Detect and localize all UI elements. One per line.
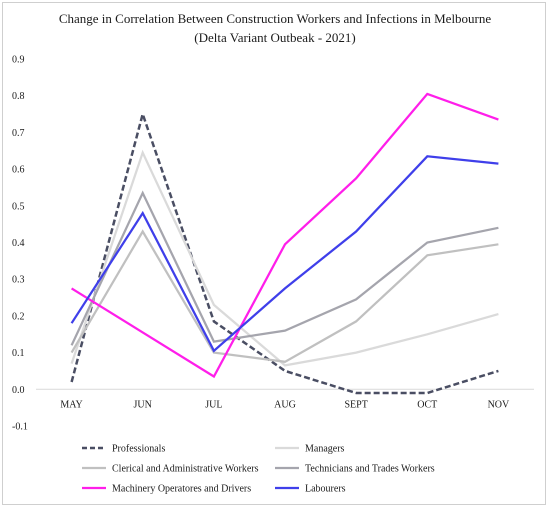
legend-label: Clerical and Administrative Workers [112,464,259,475]
y-tick-label: 0.1 [12,348,25,359]
legend-label: Labourers [305,484,346,495]
y-tick-label: 0.8 [12,91,25,102]
legend-label: Machinery Operatores and Drivers [112,484,251,495]
x-tick-label: NOV [488,399,510,410]
x-tick-label: JUL [205,399,222,410]
y-tick-label: 0.7 [12,128,25,139]
y-tick-label: 0.0 [12,385,25,396]
chart-title: Change in Correlation Between Constructi… [59,11,492,45]
x-tick-label: AUG [274,399,296,410]
legend-label: Technicians and Trades Workers [305,464,435,475]
x-axis: MAY JUN JUL AUG SEPT OCT NOV [60,399,510,410]
chart-title-line-2: (Delta Variant Outbeak - 2021) [194,30,355,45]
legend-label: Managers [305,444,345,455]
series-lines [70,92,499,395]
series-line [70,229,499,363]
y-tick-label: 0.2 [12,311,25,322]
chart-frame [2,2,546,505]
y-tick-label: 0.5 [12,201,25,212]
series-line [70,155,499,353]
legend-label: Professionals [112,444,165,455]
y-tick-label: 0.6 [12,165,25,176]
y-tick-label: -0.1 [12,422,28,433]
y-tick-label: 0.9 [12,55,25,66]
legend: Professionals Managers Clerical and Admini… [82,444,435,495]
x-tick-label: JUN [134,399,152,410]
x-tick-label: SEPT [344,399,367,410]
x-tick-label: MAY [60,399,82,410]
series-line [70,149,499,367]
y-axis: -0.1 0.0 0.1 0.2 0.3 0.4 0.5 0.6 0.7 0.8 0.9 [12,55,28,433]
y-tick-label: 0.3 [12,275,25,286]
x-tick-label: OCT [417,399,437,410]
series-line [70,190,499,346]
chart-title-line-1: Change in Correlation Between Constructi… [59,11,492,26]
series-line [71,92,499,379]
y-tick-label: 0.4 [12,238,25,249]
